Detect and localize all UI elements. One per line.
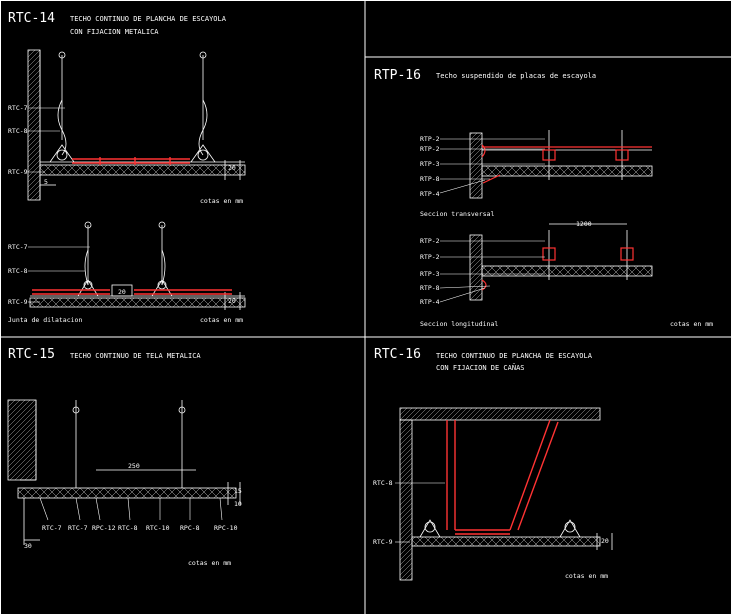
section-longitudinal bbox=[469, 223, 653, 301]
label-rtc-9: RTC-9 bbox=[373, 538, 393, 546]
note-cotas-top: cotas en mm bbox=[200, 197, 243, 205]
dim-15: 15 bbox=[234, 487, 242, 495]
label-rtp-4: RTP-4 bbox=[420, 190, 440, 198]
dim-250: 250 bbox=[128, 462, 140, 470]
dim-10: 10 bbox=[234, 500, 242, 508]
label-rtp-8b: RTP-8 bbox=[420, 284, 440, 292]
note-cotas-bottom: cotas en mm bbox=[200, 316, 243, 324]
label-rtp-3: RTP-3 bbox=[420, 160, 440, 168]
label-rtc-8-top: RTC-8 bbox=[8, 127, 28, 135]
label-rtc-7a: RTC-7 bbox=[42, 524, 62, 532]
label-rtp-2b: RTP-2 bbox=[420, 145, 440, 153]
reinforcement-bottom bbox=[32, 289, 232, 295]
panel-code: RTC-15 bbox=[8, 347, 55, 362]
panel-title-line-2: CON FIJACION DE CAÑAS bbox=[436, 363, 525, 372]
panel-code: RTC-16 bbox=[374, 347, 421, 362]
label-rpc-10: RPC-10 bbox=[214, 524, 238, 532]
dim-20-top: 20 bbox=[228, 164, 236, 172]
dim-20-joint: 20 bbox=[118, 288, 126, 296]
label-rtp-3b: RTP-3 bbox=[420, 270, 440, 278]
note-cotas: cotas en mm bbox=[670, 320, 713, 328]
panel-code: RTC-14 bbox=[8, 11, 55, 26]
label-rtp-2c: RTP-2 bbox=[420, 237, 440, 245]
label-rtp-2a: RTP-2 bbox=[420, 135, 440, 143]
label-rpc-12: RPC-12 bbox=[92, 524, 116, 532]
label-rtc-7b: RTC-7 bbox=[68, 524, 88, 532]
detail-rtc-16 bbox=[399, 407, 613, 581]
label-rtc-7-bottom: RTC-7 bbox=[8, 243, 28, 251]
caption-longitudinal: Seccion longitudinal bbox=[420, 320, 498, 328]
panel-title: Techo suspendido de placas de escayola bbox=[436, 72, 596, 80]
label-rtp-4b: RTP-4 bbox=[420, 298, 440, 306]
canas-reinforcement bbox=[446, 419, 559, 535]
panel-title-line-1: TECHO CONTINUO DE PLANCHA DE ESCAYOLA bbox=[70, 15, 227, 23]
panel-title: TECHO CONTINUO DE TELA METALICA bbox=[70, 352, 201, 360]
label-rpc-8: RPC-8 bbox=[180, 524, 200, 532]
detail-rtc-15 bbox=[7, 399, 241, 545]
label-rtc-8: RTC-8 bbox=[373, 479, 393, 487]
panel-rtp-16: RTP-16 Techo suspendido de placas de esc… bbox=[374, 68, 713, 328]
dim-20-bottom: 20 bbox=[228, 297, 236, 305]
label-rtc-10: RTC-10 bbox=[146, 524, 170, 532]
panel-code: RTP-16 bbox=[374, 68, 421, 83]
label-rtp-8: RTP-8 bbox=[420, 175, 440, 183]
dim-20: 20 bbox=[601, 537, 609, 545]
label-rtp-2d: RTP-2 bbox=[420, 253, 440, 261]
panel-rtc-15: RTC-15 TECHO CONTINUO DE TELA METALICA 2… bbox=[7, 347, 242, 567]
note-cotas: cotas en mm bbox=[188, 559, 231, 567]
caption-junta: Junta de dilatacion bbox=[8, 316, 82, 324]
reinforcement-top bbox=[72, 157, 190, 165]
label-rtc-8-bottom: RTC-8 bbox=[8, 267, 28, 275]
detail-top bbox=[27, 49, 246, 201]
note-cotas: cotas en mm bbox=[565, 572, 608, 580]
panel-title-line-2: CON FIJACION METALICA bbox=[70, 28, 159, 36]
detail-bottom bbox=[29, 221, 246, 310]
dim-30: 30 bbox=[24, 542, 32, 550]
panel-rtc-16: RTC-16 TECHO CONTINUO DE PLANCHA DE ESCA… bbox=[373, 347, 613, 581]
label-rtc-8: RTC-8 bbox=[118, 524, 138, 532]
label-rtc-9-bottom: RTC-9 bbox=[8, 298, 28, 306]
panel-title-line-1: TECHO CONTINUO DE PLANCHA DE ESCAYOLA bbox=[436, 352, 593, 360]
dim-5: 5 bbox=[44, 178, 48, 186]
caption-transversal: Seccion transversal bbox=[420, 210, 494, 218]
label-rtc-9-top: RTC-9 bbox=[8, 168, 28, 176]
label-rtc-7-top: RTC-7 bbox=[8, 104, 28, 112]
panel-rtc-14: RTC-14 TECHO CONTINUO DE PLANCHA DE ESCA… bbox=[8, 11, 246, 324]
dim-1200: 1200 bbox=[576, 220, 592, 228]
